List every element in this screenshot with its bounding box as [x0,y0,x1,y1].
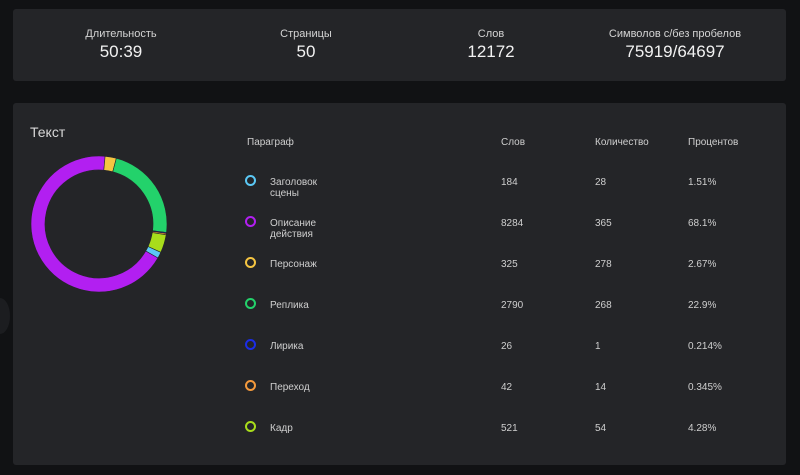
row-words: 2790 [501,300,524,311]
row-name: Реплика [270,300,309,311]
text-stats-card: Текст Параграф Слов Количество Процентов… [13,103,786,465]
row-count: 1 [595,341,601,352]
stat-duration-value: 50:39 [99,42,143,61]
row-name: Описание действия [270,218,317,240]
donut-slice[interactable] [30,155,159,293]
donut-chart [30,155,168,293]
row-words: 521 [501,423,518,434]
donut-slice[interactable] [147,232,167,253]
row-count: 14 [595,382,607,393]
stat-pages-value: 50 [296,42,316,61]
legend-circle-icon [245,257,256,268]
legend-circle-icon [245,216,256,227]
row-count: 28 [595,177,607,188]
row-count: 268 [595,300,612,311]
row-percent: 2.67% [688,259,717,270]
row-words: 184 [501,177,518,188]
row-percent: 0.345% [688,382,722,393]
stat-duration-label: Длительность [85,28,157,40]
row-name: Персонаж [270,259,317,270]
row-words: 8284 [501,218,524,229]
legend-circle-icon [245,380,256,391]
stat-pages-label: Страницы [280,28,332,40]
legend-circle-icon [245,298,256,309]
row-count: 54 [595,423,607,434]
row-percent: 1.51% [688,177,717,188]
row-percent: 68.1% [688,218,717,229]
row-percent: 0.214% [688,341,722,352]
stat-chars-value: 75919/64697 [625,42,725,61]
side-panel-handle[interactable] [0,298,10,334]
row-name: Лирика [270,341,304,352]
row-percent: 4.28% [688,423,717,434]
row-words: 42 [501,382,513,393]
row-name: Заголовок сцены [270,177,318,199]
row-percent: 22.9% [688,300,717,311]
legend-circle-icon [245,421,256,432]
col-header-percent: Процентов [688,137,739,148]
row-words: 325 [501,259,518,270]
col-header-count: Количество [595,137,649,148]
row-name: Кадр [270,423,293,434]
stat-words-value: 12172 [467,42,515,61]
stats-card: Длительность 50:39 Страницы 50 Слов 1217… [13,9,786,81]
section-title: Текст [30,124,66,140]
row-count: 365 [595,218,612,229]
row-count: 278 [595,259,612,270]
stat-words-label: Слов [477,28,505,40]
legend-circle-icon [245,339,256,350]
row-words: 26 [501,341,513,352]
row-name: Переход [270,382,310,393]
col-header-paragraph: Параграф [247,137,294,148]
donut-slice[interactable] [112,157,168,233]
legend-circle-icon [245,175,256,186]
stat-chars-label: Символов с/без пробелов [608,28,742,40]
col-header-words: Слов [501,137,526,148]
